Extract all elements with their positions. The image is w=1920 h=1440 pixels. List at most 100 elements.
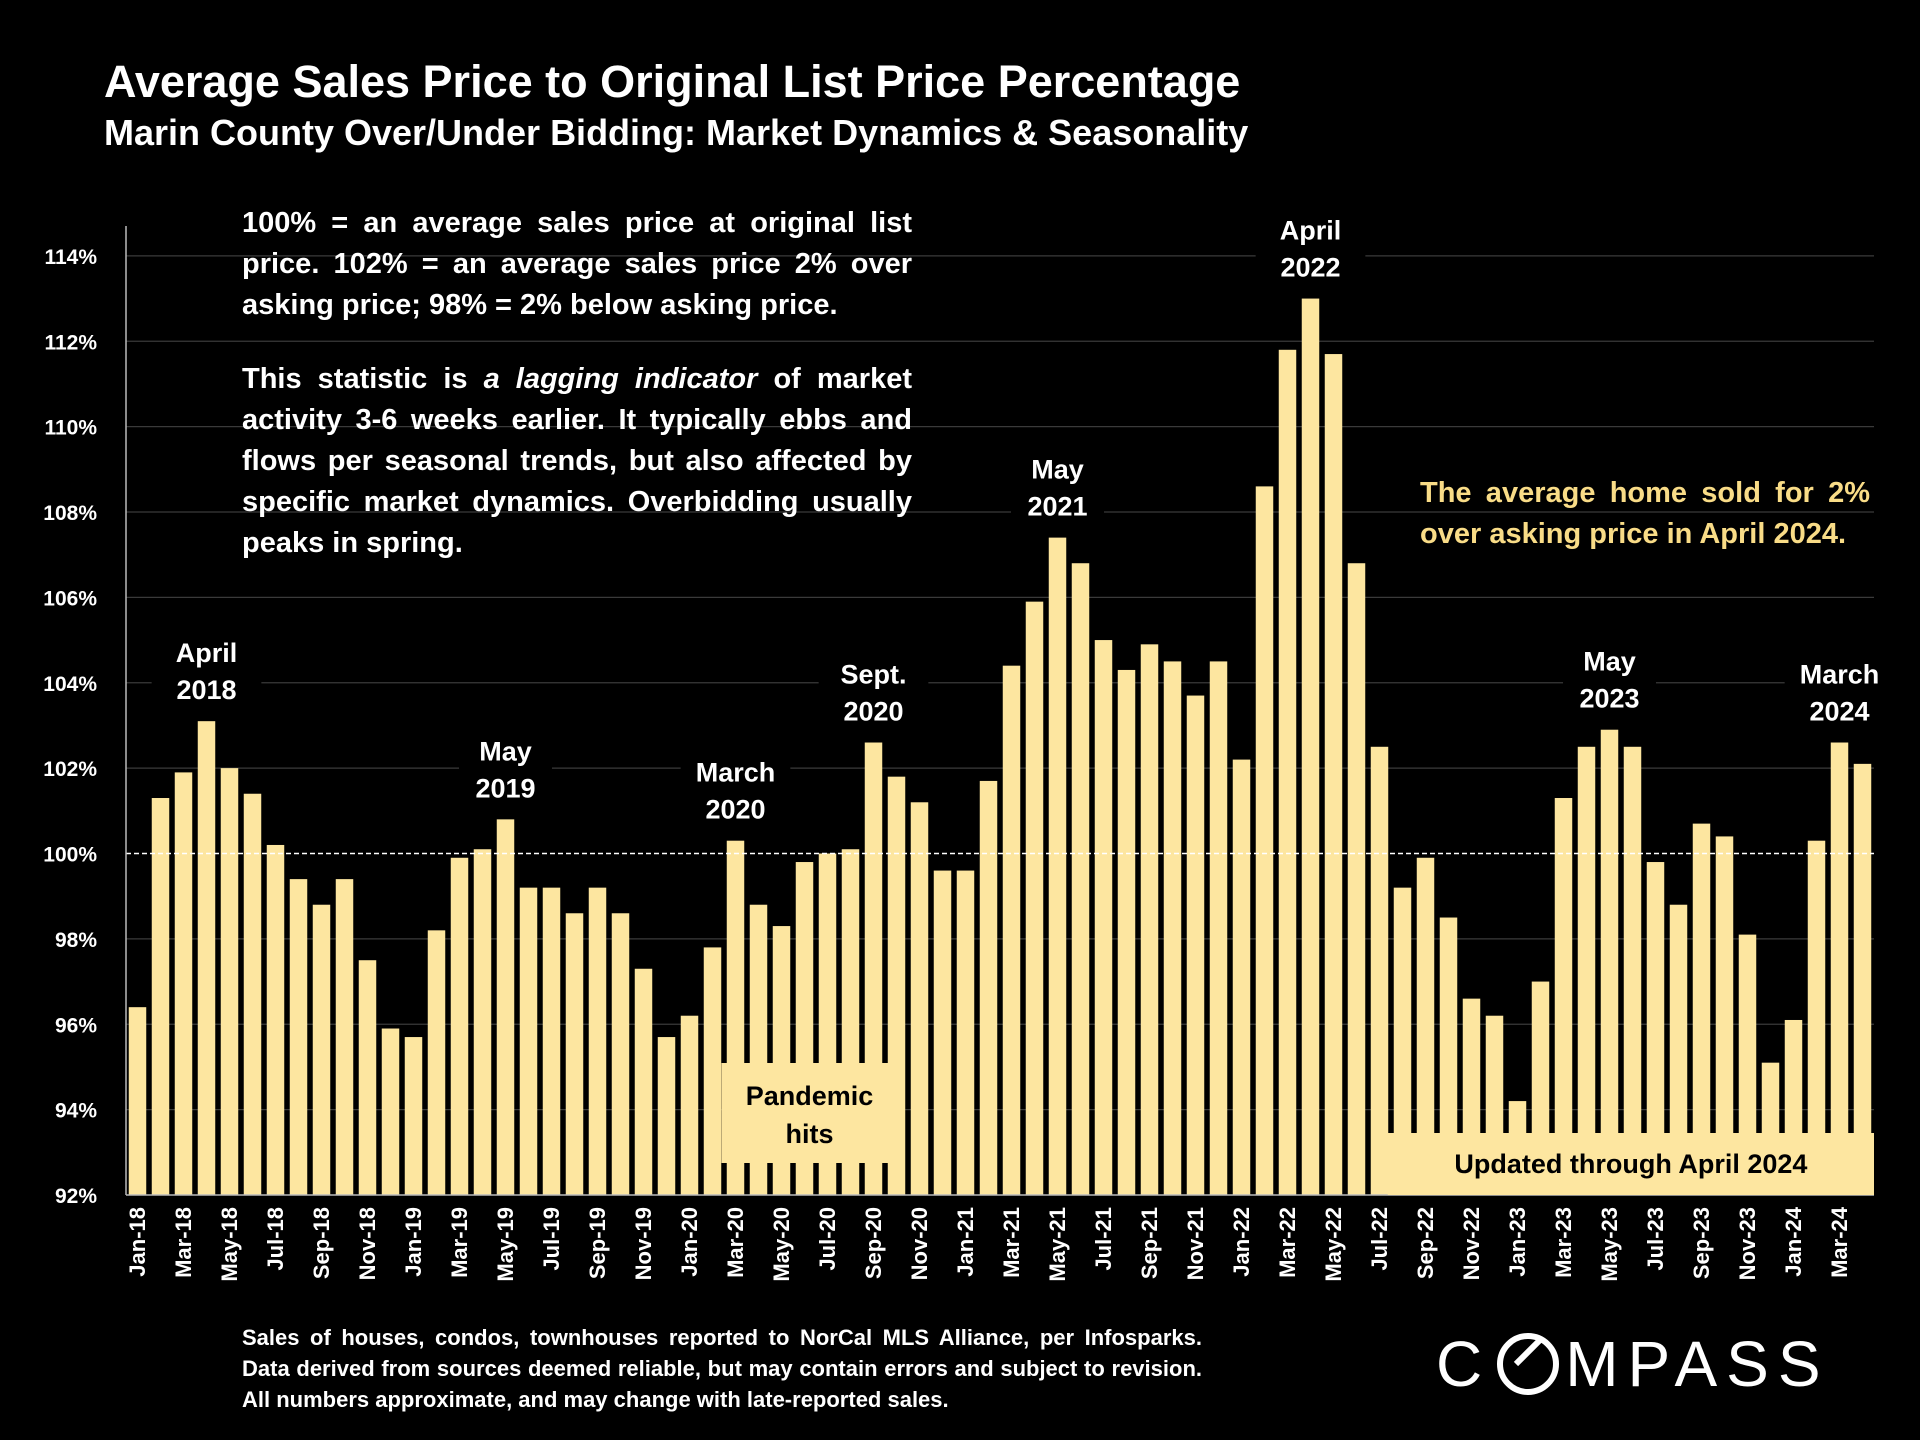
bar-May-19 bbox=[496, 819, 515, 1195]
bar-Nov-23 bbox=[1738, 934, 1757, 1195]
bar-Jan-20 bbox=[680, 1015, 699, 1195]
x-tick-label: Mar-22 bbox=[1275, 1207, 1300, 1278]
pandemic-callout-label: hits bbox=[785, 1119, 833, 1149]
bar-Jun-18 bbox=[243, 793, 262, 1195]
bar-Dec-18 bbox=[381, 1028, 400, 1195]
bar-Mar-21 bbox=[1002, 665, 1021, 1195]
annotations: April 2018 May 2019 March 2020 Sept. 2020 May 202… bbox=[151, 206, 1895, 1195]
bar-Jun-22 bbox=[1347, 563, 1366, 1195]
bar-Jan-22 bbox=[1232, 759, 1251, 1195]
y-tick-label: 98% bbox=[55, 929, 97, 952]
y-tick-label: 106% bbox=[43, 587, 97, 610]
bar-Nov-20 bbox=[910, 802, 929, 1195]
x-tick-label: Nov-22 bbox=[1459, 1207, 1484, 1280]
bar-Apr-21 bbox=[1025, 601, 1044, 1195]
annotation-label: April bbox=[176, 638, 238, 668]
y-tick-label: 102% bbox=[43, 758, 97, 781]
annotation-bg bbox=[818, 650, 929, 731]
x-tick-label: Nov-19 bbox=[631, 1207, 656, 1280]
logo-rest: MPASS bbox=[1565, 1328, 1830, 1400]
y-tick-label: 104% bbox=[43, 673, 97, 696]
bar-Jul-21 bbox=[1094, 640, 1113, 1195]
bar-Feb-20 bbox=[703, 947, 722, 1195]
bar-Sep-21 bbox=[1140, 644, 1159, 1195]
y-tick-label: 108% bbox=[43, 502, 97, 525]
bar-Oct-19 bbox=[611, 913, 630, 1195]
bar-Mar-24 bbox=[1830, 742, 1849, 1195]
bar-Dec-21 bbox=[1209, 661, 1228, 1195]
annotation-label: 2020 bbox=[843, 697, 903, 727]
bar-Nov-18 bbox=[358, 960, 377, 1195]
annotation-label: 2024 bbox=[1809, 697, 1869, 727]
x-tick-label: Nov-18 bbox=[355, 1207, 380, 1280]
bar-Jul-19 bbox=[542, 887, 561, 1195]
x-tick-labels: Jan-18 Mar-18 May-18 Jul-18 Sep-18 Nov-18 Jan-… bbox=[125, 1206, 1852, 1281]
y-tick-label: 96% bbox=[55, 1014, 97, 1037]
bar-Aug-18 bbox=[289, 879, 308, 1195]
x-tick-label: Jan-21 bbox=[953, 1207, 978, 1277]
x-tick-label: Jan-22 bbox=[1229, 1207, 1254, 1277]
bar-Oct-22 bbox=[1439, 917, 1458, 1195]
x-tick-label: May-22 bbox=[1321, 1207, 1346, 1282]
x-tick-label: Jul-22 bbox=[1367, 1207, 1392, 1271]
annotation-bg bbox=[1011, 445, 1104, 526]
bar-Mar-23 bbox=[1554, 798, 1573, 1195]
lagging-note-prefix: This statistic is bbox=[242, 363, 484, 395]
annotation-label: 2022 bbox=[1280, 253, 1340, 283]
annotation-label: April bbox=[1280, 216, 1342, 246]
annotation-label: 2021 bbox=[1027, 492, 1087, 522]
annotation-bg bbox=[459, 727, 552, 808]
bar-Jul-22 bbox=[1370, 746, 1389, 1195]
y-tick-label: 114% bbox=[44, 246, 97, 269]
x-tick-label: Nov-20 bbox=[907, 1207, 932, 1280]
y-tick-label: 92% bbox=[55, 1185, 97, 1208]
x-tick-label: May-20 bbox=[769, 1207, 794, 1282]
x-tick-label: Jul-21 bbox=[1091, 1207, 1116, 1271]
bar-Apr-23 bbox=[1577, 746, 1596, 1195]
updated-banner bbox=[1387, 1133, 1874, 1195]
lagging-indicator-note: This statistic is a lagging indicator of… bbox=[242, 359, 912, 564]
bar-May-18 bbox=[220, 768, 239, 1195]
bar-Jun-23 bbox=[1623, 746, 1642, 1195]
bar-Feb-24 bbox=[1807, 840, 1826, 1195]
updated-banner-label: Updated through April 2024 bbox=[1454, 1149, 1807, 1179]
x-tick-label: Mar-18 bbox=[171, 1207, 196, 1278]
bar-Feb-21 bbox=[979, 780, 998, 1195]
x-tick-label: May-18 bbox=[217, 1207, 242, 1282]
annotation-label: 2020 bbox=[705, 795, 765, 825]
x-tick-label: May-23 bbox=[1597, 1207, 1622, 1282]
x-tick-label: Sep-18 bbox=[309, 1207, 334, 1279]
bar-Sep-22 bbox=[1416, 857, 1435, 1195]
x-tick-label: Jul-23 bbox=[1643, 1207, 1668, 1271]
x-tick-label: Jul-19 bbox=[539, 1207, 564, 1271]
annotation-label: 2018 bbox=[176, 675, 236, 705]
bar-Apr-19 bbox=[473, 849, 492, 1195]
bar-Oct-23 bbox=[1715, 836, 1734, 1195]
x-tick-label: Sep-20 bbox=[861, 1207, 886, 1279]
bar-Jan-21 bbox=[956, 870, 975, 1195]
annotation-label: May bbox=[479, 736, 532, 766]
grid-lines bbox=[126, 255, 1874, 1111]
x-tick-label: Jan-20 bbox=[677, 1207, 702, 1277]
bar-Jun-19 bbox=[519, 887, 538, 1195]
y-tick-label: 110% bbox=[44, 417, 97, 440]
annotation-bg bbox=[151, 629, 262, 710]
x-tick-label: Jan-18 bbox=[125, 1207, 150, 1277]
bar-Jan-19 bbox=[404, 1037, 423, 1195]
bar-Aug-21 bbox=[1117, 669, 1136, 1195]
bar-Apr-24 bbox=[1853, 763, 1872, 1195]
bar-Sep-19 bbox=[588, 887, 607, 1195]
bar-Feb-19 bbox=[427, 930, 446, 1195]
annotation-label: 2019 bbox=[475, 773, 535, 803]
annotation-bg bbox=[1563, 637, 1656, 718]
annotation-bg bbox=[1255, 206, 1366, 287]
x-tick-label: Mar-19 bbox=[447, 1207, 472, 1278]
y-tick-label: 112% bbox=[44, 331, 97, 354]
annotation-label: 2023 bbox=[1579, 684, 1639, 714]
x-tick-label: Jan-23 bbox=[1505, 1207, 1530, 1277]
lagging-note-suffix: of market activity 3-6 weeks earlier. It… bbox=[242, 363, 912, 559]
x-tick-label: Sep-22 bbox=[1413, 1207, 1438, 1279]
bar-Nov-21 bbox=[1186, 695, 1205, 1195]
bar-Aug-23 bbox=[1669, 904, 1688, 1195]
bar-Dec-20 bbox=[933, 870, 952, 1195]
